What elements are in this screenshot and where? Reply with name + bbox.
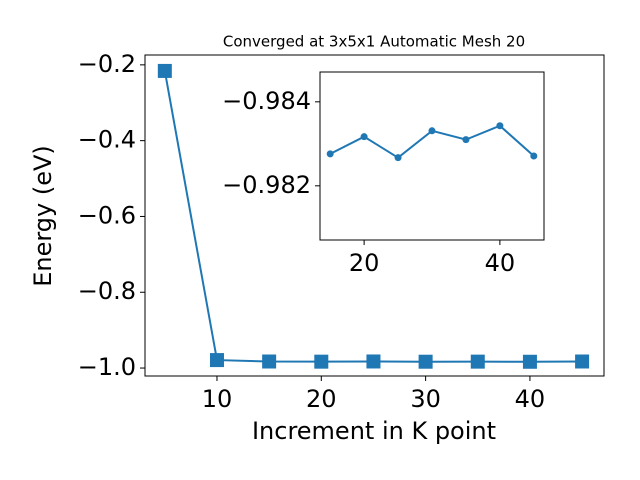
marker: [360, 133, 368, 141]
axes-frame: [144, 54, 605, 377]
marker: [394, 154, 402, 162]
marker: [462, 136, 470, 144]
y-tick-label: −0.8: [78, 277, 136, 305]
y-tick-label: −1.0: [78, 353, 136, 381]
marker: [470, 354, 485, 369]
y-axis-label: Energy (eV): [29, 145, 57, 287]
marker: [262, 354, 277, 369]
marker: [366, 354, 381, 369]
x-tick-label: 30: [410, 385, 441, 413]
inset-background: [320, 72, 544, 240]
marker: [326, 150, 334, 158]
chart-title: Converged at 3x5x1 Automatic Mesh 20: [223, 33, 525, 51]
axes-frame: [319, 71, 545, 241]
x-tick-label: 20: [349, 249, 380, 277]
x-tick-label: 10: [202, 385, 233, 413]
y-tick-label: −0.2: [78, 50, 136, 78]
marker: [575, 354, 590, 369]
x-axis-label: Increment in K point: [252, 417, 496, 445]
x-tick-label: 40: [515, 385, 546, 413]
marker: [428, 127, 436, 135]
marker: [209, 353, 224, 368]
marker: [314, 354, 329, 369]
x-tick-label: 20: [306, 385, 337, 413]
y-tick-label: −0.984: [222, 87, 311, 115]
marker: [418, 354, 433, 369]
marker: [157, 63, 172, 78]
x-tick-label: 40: [485, 249, 516, 277]
y-tick-label: −0.4: [78, 126, 136, 154]
marker: [496, 122, 504, 130]
y-tick-label: −0.982: [222, 171, 311, 199]
marker: [530, 152, 538, 160]
y-tick-label: −0.6: [78, 201, 136, 229]
marker: [522, 354, 537, 369]
